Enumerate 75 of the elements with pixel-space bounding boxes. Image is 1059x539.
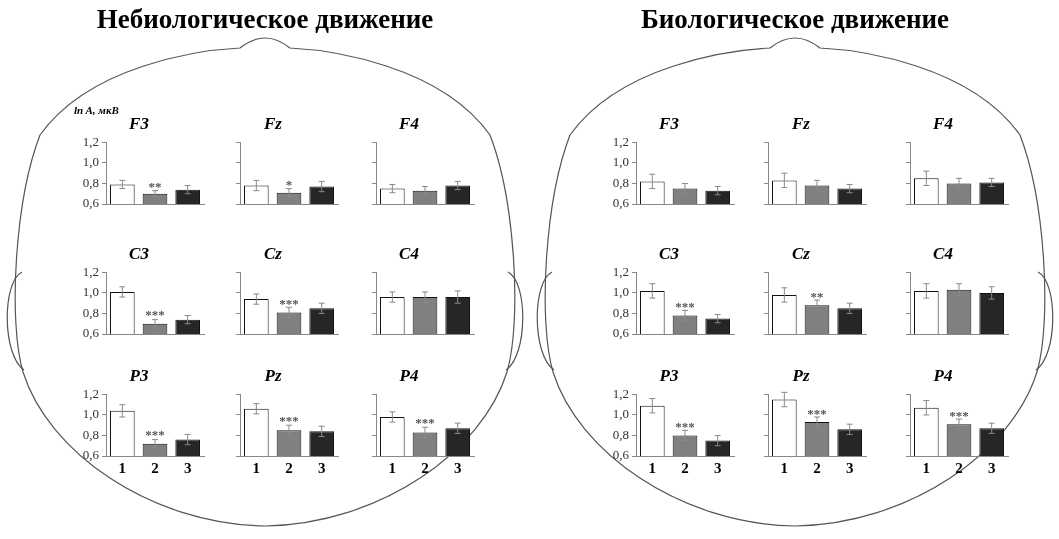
y-tick-label: 1,0 [82,284,99,300]
y-tick-label: 1,0 [82,406,99,422]
x-tick-label: 1 [780,459,789,476]
x-tick-label: 3 [453,459,462,476]
y-tick-label: 1,2 [82,263,99,279]
annotation: *** [949,407,969,423]
y-tick-label: 1,2 [612,133,629,149]
x-tick-label: 2 [681,459,689,476]
x-tick-label: 2 [151,459,159,476]
text: Небиологическое движение [95,4,435,35]
y-tick-label: 0,6 [612,195,630,211]
y-tick-label: 0,6 [82,447,100,463]
chart-title: F3 [658,113,680,133]
annotation: *** [279,412,299,428]
x-tick-label: 2 [285,459,293,476]
y-tick-label: 0,8 [82,426,99,442]
chart-title: P4 [398,365,419,385]
x-tick-label: 2 [421,459,429,476]
chart-title: P4 [932,365,953,385]
chart-title: F4 [932,113,953,133]
chart-title: Fz [791,113,811,133]
y-tick-label: 1,2 [82,385,99,401]
x-tick-label: 1 [922,459,931,476]
y-tick-label: 0,6 [612,325,630,341]
y-tick-label: 1,0 [612,284,629,300]
x-tick-label: 3 [987,459,996,476]
chart-title: C4 [399,243,419,263]
annotation: *** [807,405,827,421]
y-tick-label: 1,2 [82,133,99,149]
x-tick-label: 1 [118,459,127,476]
x-tick-label: 3 [713,459,722,476]
chart-title: P3 [658,365,679,385]
y-tick-label: 0,8 [612,174,629,190]
y-tick-label: 1,0 [82,154,99,170]
chart-title: C4 [933,243,953,263]
annotation: * [285,177,293,193]
y-tick-label: 0,8 [82,304,99,320]
y-tick-label: 0,8 [612,304,629,320]
chart-title: Pz [791,365,810,385]
y-tick-label: 0,8 [82,174,99,190]
y-tick-label: 1,0 [612,154,629,170]
x-tick-label: 2 [813,459,821,476]
annotation: ** [810,288,824,304]
annotation: *** [279,296,299,312]
chart-title: P3 [128,365,149,385]
y-tick-label: 0,6 [82,195,100,211]
y-tick-label: 0,6 [82,325,100,341]
annotation: ** [148,179,162,195]
y-tick-label: 0,6 [612,447,630,463]
annotation: *** [145,427,165,443]
x-tick-label: 1 [252,459,261,476]
chart-title: Fz [263,113,283,133]
annotation: *** [675,299,695,315]
chart-title: Cz [264,243,283,263]
chart-title: Cz [792,243,811,263]
x-tick-label: 3 [183,459,192,476]
y-tick-label: 1,2 [612,385,629,401]
y-tick-label: 1,0 [612,406,629,422]
chart-title: F3 [128,113,150,133]
y-tick-label: 1,2 [612,263,629,279]
text: Биологическое движение [639,4,951,35]
x-tick-label: 1 [388,459,397,476]
y-axis-title: ln A, мкВ [74,104,119,117]
annotation: *** [675,419,695,435]
x-tick-label: 3 [317,459,326,476]
chart-title: Pz [263,365,282,385]
x-tick-label: 1 [648,459,657,476]
chart-title: C3 [129,243,150,263]
x-tick-label: 3 [845,459,854,476]
x-tick-label: 2 [955,459,963,476]
chart-title: F4 [398,113,419,133]
annotation: *** [145,307,165,323]
y-tick-label: 0,8 [612,426,629,442]
annotation: *** [415,415,435,431]
chart-title: C3 [659,243,680,263]
